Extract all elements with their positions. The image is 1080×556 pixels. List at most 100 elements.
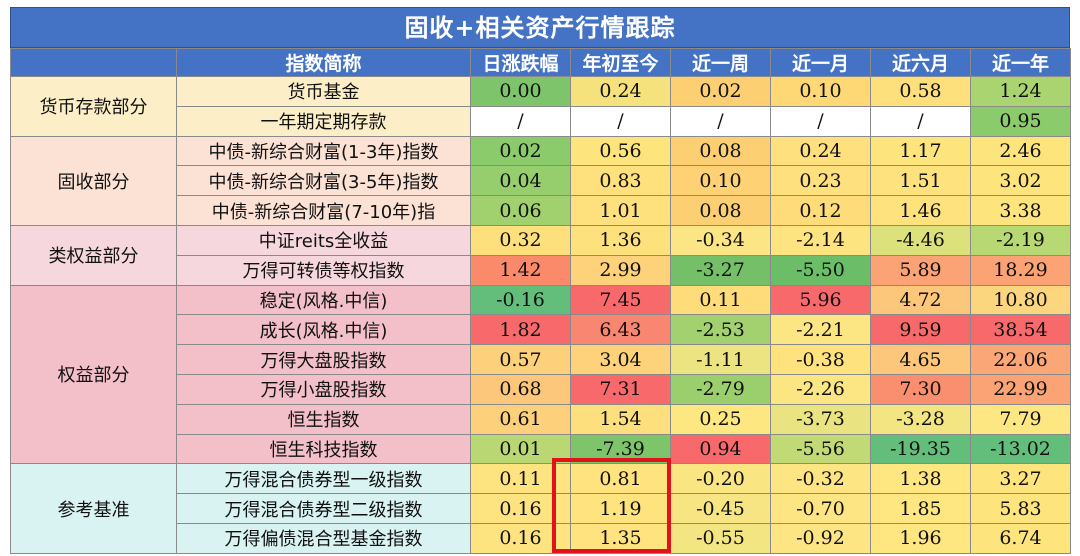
value-cell: -0.32 (770, 463, 871, 495)
market-tracking-table: 指数简称 日涨跌幅 年初至今 近一周 近一月 近六月 近一年 货币存款部分 货币基… (10, 48, 1071, 554)
value-cell: 0.61 (470, 403, 571, 435)
value-cell: / (670, 105, 771, 137)
value-cell: 5.83 (970, 493, 1071, 524)
header-index-name: 指数简称 (176, 48, 471, 77)
index-name-cell: 一年期定期存款 (176, 105, 471, 137)
header-row: 指数简称 日涨跌幅 年初至今 近一周 近一月 近六月 近一年 (10, 48, 1071, 77)
table-row: 参考基准 万得混合债券型一级指数 0.11 0.81 -0.20 -0.32 1.38 3.2… (10, 463, 1071, 554)
index-name-cell: 万得混合债券型二级指数 (176, 493, 471, 524)
value-cell: -0.92 (770, 522, 871, 554)
value-cell: / (770, 105, 871, 137)
table-row: 货币存款部分 货币基金 0.00 0.24 0.02 0.10 0.58 1.24 (10, 76, 1071, 137)
index-name-cell: 中债-新综合财富(1-3年)指数 (176, 135, 471, 167)
value-cell: 7.45 (570, 284, 671, 316)
value-cell: 1.36 (570, 224, 671, 256)
value-cell: 1.85 (870, 493, 971, 524)
value-cell: 0.11 (470, 463, 571, 495)
value-cell: -0.34 (670, 224, 771, 256)
value-cell: -2.26 (770, 373, 871, 405)
value-cell: -0.55 (670, 522, 771, 554)
value-cell: -19.35 (870, 433, 971, 465)
index-name-cell: 恒生科技指数 (176, 433, 471, 465)
value-cell: 22.99 (970, 373, 1071, 405)
value-cell: / (570, 105, 671, 137)
index-name-cell: 中证reits全收益 (176, 224, 471, 256)
value-cell: 1.19 (570, 493, 671, 524)
header-ytd: 年初至今 (570, 48, 671, 77)
table-row: 权益部分 稳定(风格.中信) -0.16 7.45 0.11 5.96 4.72 10.80 (10, 284, 1071, 465)
value-cell: -5.56 (770, 433, 871, 465)
index-name-cell: 中债-新综合财富(7-10年)指 (176, 195, 471, 226)
value-cell: 1.54 (570, 403, 671, 435)
table-row: 成长(风格.中信) 1.82 6.43 -2.53 -2.21 9.59 38.54 (11, 314, 1071, 346)
value-cell: 7.31 (570, 373, 671, 405)
value-cell: 1.17 (870, 135, 971, 167)
value-cell: 0.23 (770, 165, 871, 197)
value-cell: -2.19 (970, 224, 1071, 256)
table-row: 一年期定期存款 / / / //0.95 (11, 105, 1071, 137)
table-row: 万得可转债等权指数 1.42 2.99 -3.27 -5.50 5.89 18.29 (11, 254, 1071, 286)
header-daily-change: 日涨跌幅 (470, 48, 571, 77)
value-cell: 5.89 (870, 254, 971, 286)
value-cell: 4.65 (870, 344, 971, 375)
value-cell: 1.42 (470, 254, 571, 286)
value-cell: 0.58 (870, 76, 971, 107)
value-cell: 3.38 (970, 195, 1071, 226)
header-1w: 近一周 (670, 48, 771, 77)
value-cell: -4.46 (870, 224, 971, 256)
value-cell: 0.25 (670, 403, 771, 435)
value-cell: 0.12 (770, 195, 871, 226)
table-title: 固收+相关资产行情跟踪 (10, 7, 1070, 48)
value-cell: 10.80 (970, 284, 1071, 316)
value-cell: 1.82 (470, 314, 571, 346)
value-cell: 0.16 (470, 522, 571, 554)
header-1y: 近一年 (970, 48, 1071, 77)
value-cell: 0.57 (470, 344, 571, 375)
value-cell: 0.32 (470, 224, 571, 256)
group-label: 货币存款部分 (10, 76, 177, 137)
index-name-cell: 成长(风格.中信) (176, 314, 471, 346)
value-cell: -0.70 (770, 493, 871, 524)
group-label: 固收部分 (10, 135, 177, 226)
value-cell: -5.50 (770, 254, 871, 286)
value-cell: -1.11 (670, 344, 771, 375)
header-blank (10, 48, 177, 77)
value-cell: 3.04 (570, 344, 671, 375)
value-cell: 22.06 (970, 344, 1071, 375)
value-cell: -0.20 (670, 463, 771, 495)
value-cell: 1.51 (870, 165, 971, 197)
value-cell: 0.04 (470, 165, 571, 197)
value-cell: 0.24 (770, 135, 871, 167)
value-cell: -0.45 (670, 493, 771, 524)
group-label: 参考基准 (10, 463, 177, 554)
table-container: 固收+相关资产行情跟踪 指数简称 日涨跌幅 年初至今 近一周 近一月 近六月 近… (10, 7, 1071, 554)
value-cell: 0.10 (670, 165, 771, 197)
value-cell: 0.01 (470, 433, 571, 465)
value-cell: 0.02 (470, 135, 571, 167)
value-cell: 2.46 (970, 135, 1071, 167)
value-cell: -0.38 (770, 344, 871, 375)
value-cell: 0.00 (470, 76, 571, 107)
index-name-cell: 万得小盘股指数 (176, 373, 471, 405)
value-cell: 0.06 (470, 195, 571, 226)
value-cell: 3.02 (970, 165, 1071, 197)
value-cell: 6.43 (570, 314, 671, 346)
table-row: 万得混合债券型二级指数 0.16 1.19 -0.45 -0.70 1.85 5.83 (11, 493, 1071, 524)
value-cell: -13.02 (970, 433, 1071, 465)
value-cell: 0.24 (570, 76, 671, 107)
index-name-cell: 恒生指数 (176, 403, 471, 435)
value-cell: 0.83 (570, 165, 671, 197)
value-cell: -2.79 (670, 373, 771, 405)
value-cell: / (870, 105, 971, 137)
value-cell: 0.68 (470, 373, 571, 405)
value-cell: 0.16 (470, 493, 571, 524)
index-name-cell: 万得大盘股指数 (176, 344, 471, 375)
value-cell: 1.01 (570, 195, 671, 226)
value-cell: 9.59 (870, 314, 971, 346)
value-cell: 1.38 (870, 463, 971, 495)
index-name-cell: 万得混合债券型一级指数 (176, 463, 471, 495)
value-cell: -2.53 (670, 314, 771, 346)
value-cell: 0.08 (670, 195, 771, 226)
value-cell: 4.72 (870, 284, 971, 316)
index-name-cell: 货币基金 (176, 76, 471, 107)
